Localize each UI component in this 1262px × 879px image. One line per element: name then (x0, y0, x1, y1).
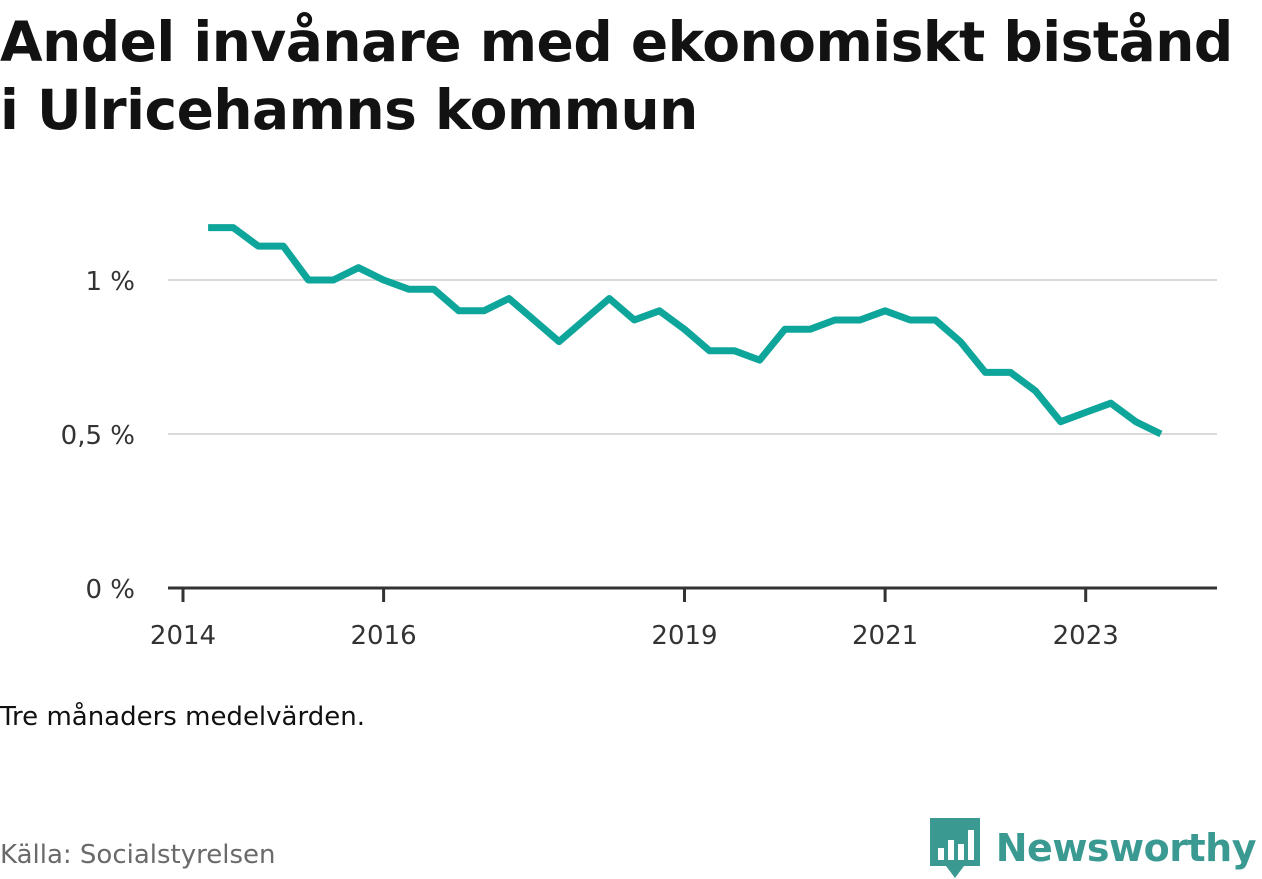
line-chart: 0 % 0,5 % 1 % 2014 2016 2019 2021 2023 (61, 224, 1217, 651)
x-tick-label: 2016 (351, 621, 417, 651)
newsworthy-logo-icon (929, 818, 980, 878)
y-tick-label: 0 % (85, 575, 135, 605)
source-credit: Källa: Socialstyrelsen (0, 840, 276, 870)
x-axis-labels: 2014 2016 2019 2021 2023 (150, 621, 1119, 651)
y-tick-label: 0,5 % (61, 421, 135, 451)
x-tick-label: 2023 (1053, 621, 1119, 651)
x-tick-label: 2014 (150, 621, 216, 651)
chart-title: Andel invånare med ekonomiskt bistånd i … (0, 10, 1233, 142)
x-axis-ticks (181, 588, 1088, 602)
x-tick-label: 2021 (852, 621, 918, 651)
series-line (208, 224, 1163, 438)
series-points (208, 227, 1161, 435)
x-tick-label: 2019 (651, 621, 717, 651)
chart-note: Tre månaders medelvärden. (0, 702, 365, 732)
y-tick-label: 1 % (85, 267, 135, 297)
brand-logo: Newsworthy (929, 818, 1257, 878)
y-axis-labels: 0 % 0,5 % 1 % (61, 267, 135, 605)
y-gridlines (168, 279, 1217, 435)
brand-name: Newsworthy (995, 826, 1257, 870)
